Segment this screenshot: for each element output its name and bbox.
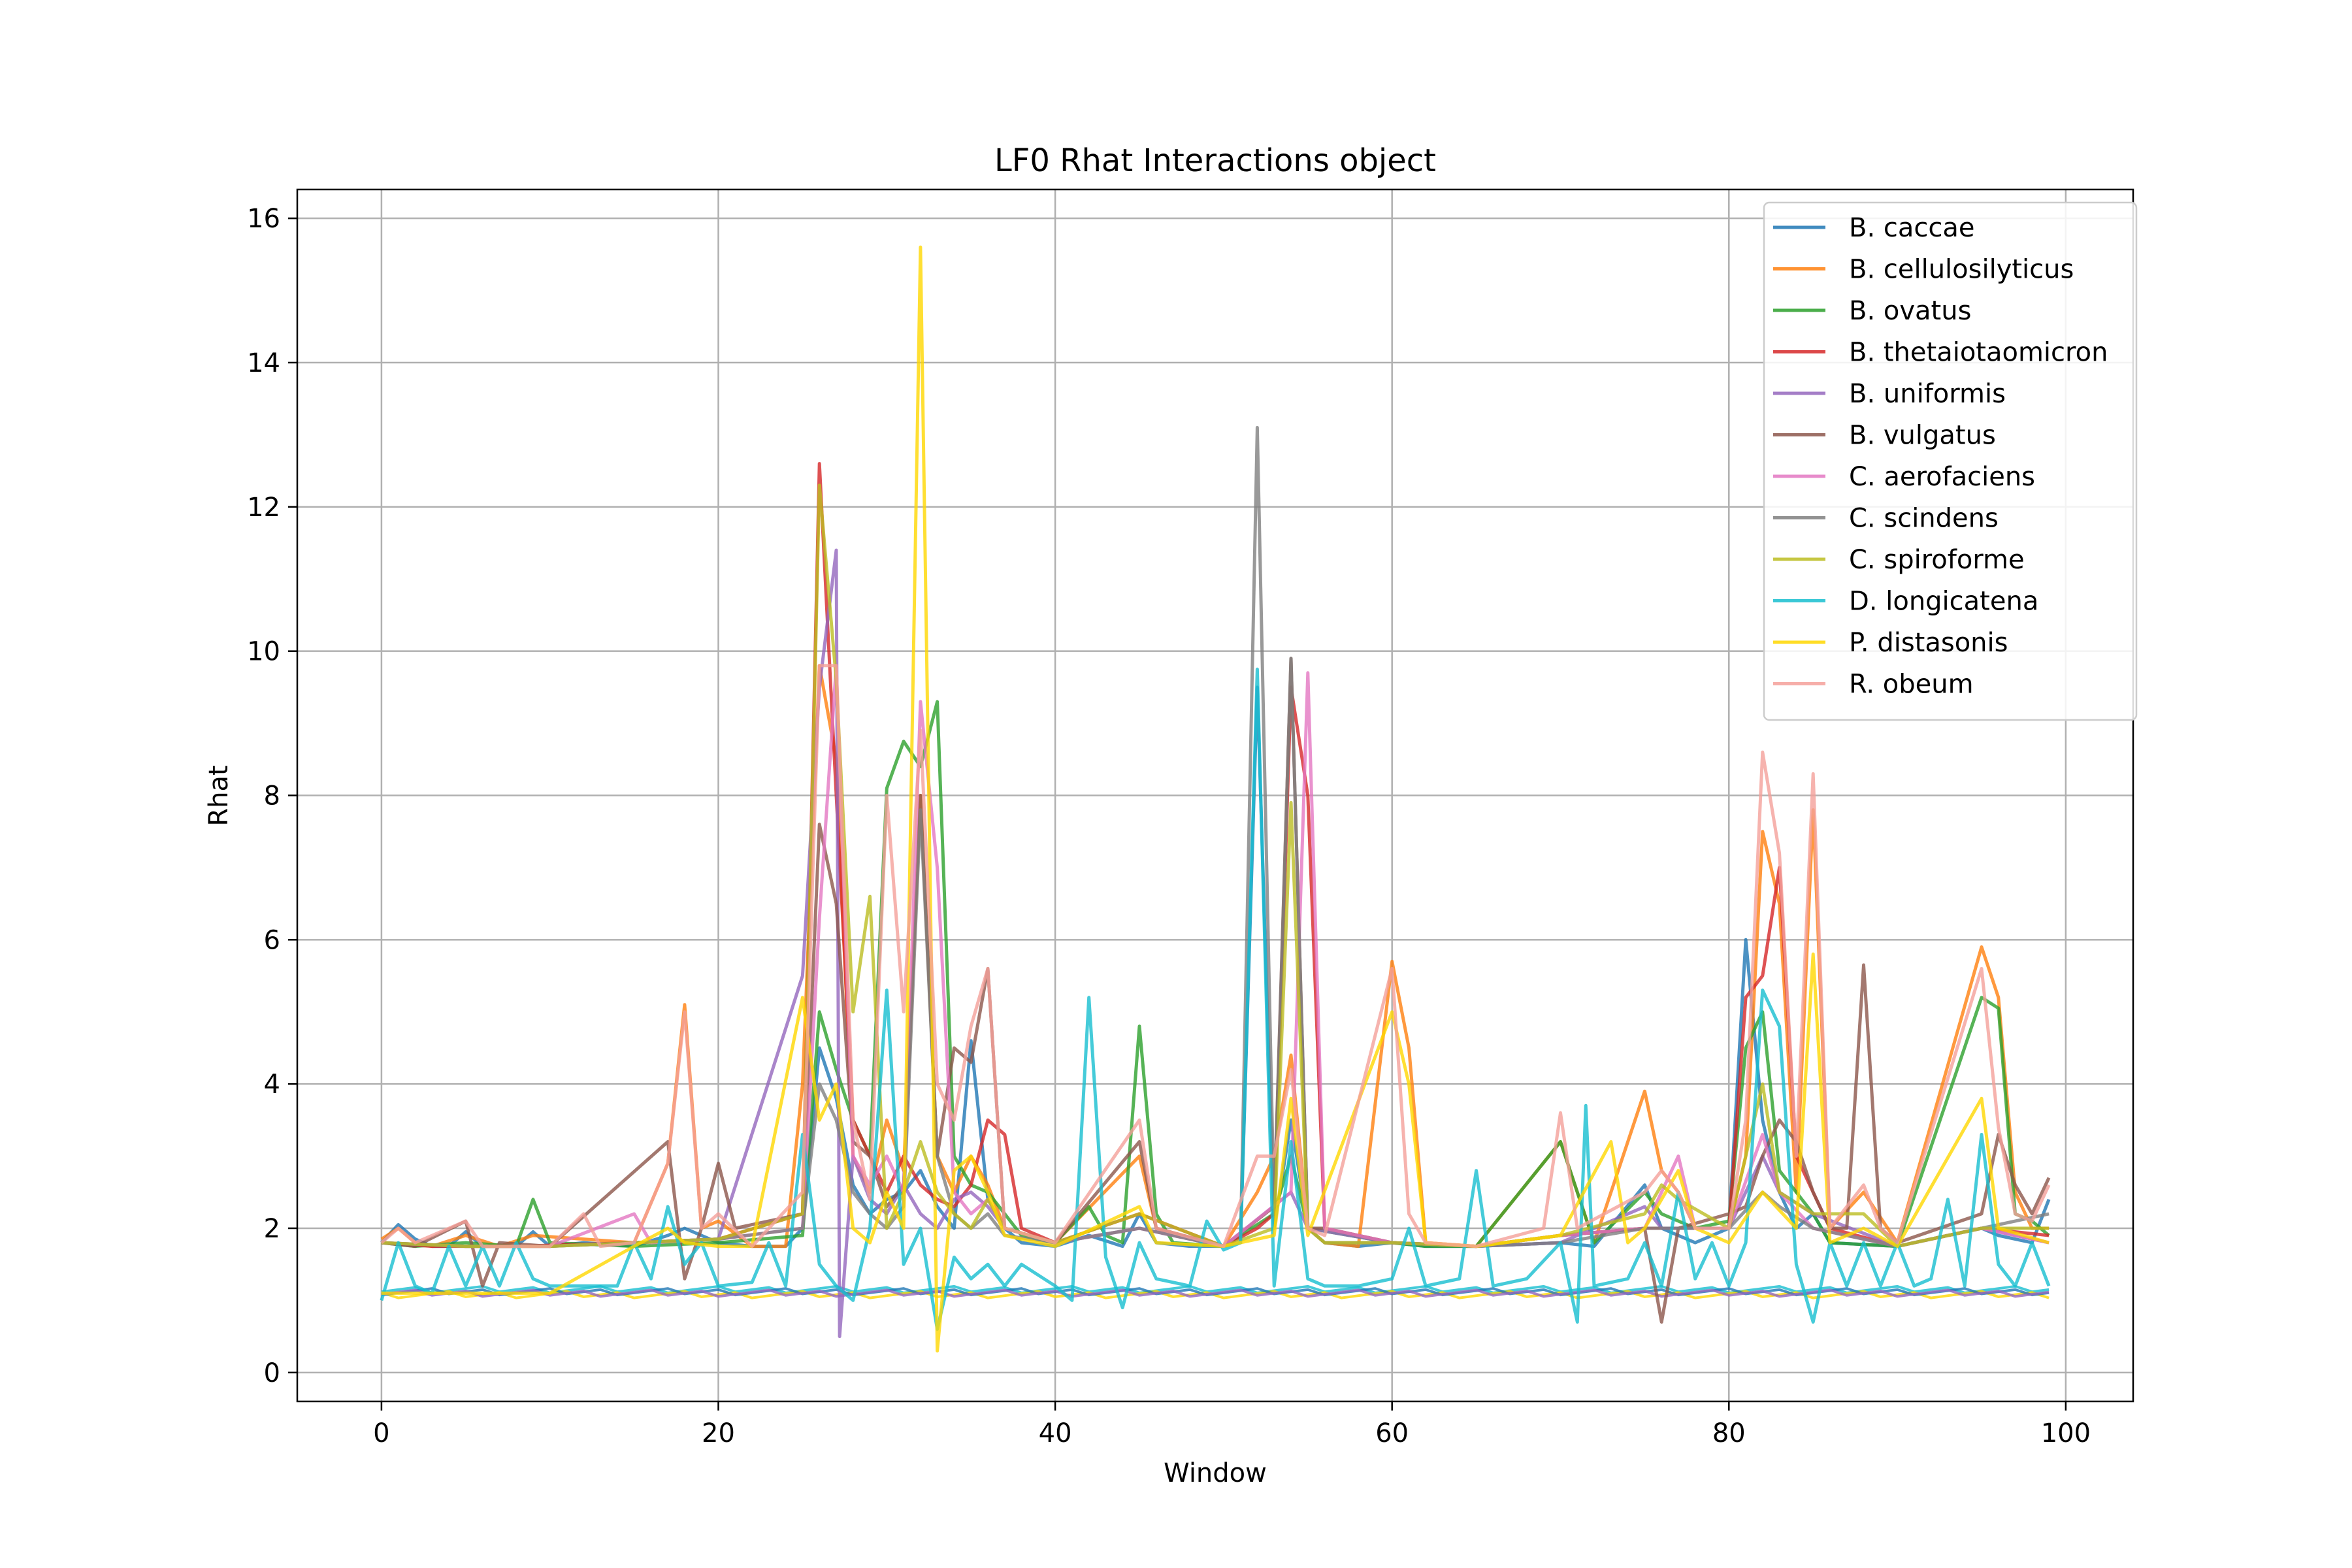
x-tick-label: 100 — [2041, 1418, 2091, 1448]
x-tick-label: 40 — [1039, 1418, 1072, 1448]
legend-entry: P. distasonis — [1849, 628, 2008, 658]
legend-entry: C. scindens — [1849, 504, 1999, 534]
x-tick-label: 80 — [1712, 1418, 1746, 1448]
legend-entry: C. spiroforme — [1849, 545, 2025, 575]
legend-entry: B. uniformis — [1849, 379, 2006, 409]
baseline-line — [381, 1288, 2050, 1298]
legend-entry: B. thetaiotaomicron — [1849, 338, 2108, 368]
series-line — [381, 483, 2050, 1249]
y-tick-label: 8 — [264, 781, 280, 811]
x-tick-label: 60 — [1375, 1418, 1409, 1448]
grid-lines — [297, 189, 2133, 1401]
legend-entry: B. caccae — [1849, 213, 1974, 243]
y-axis-label: Rhat — [204, 765, 234, 826]
plot-area — [380, 245, 2051, 1353]
x-tick-label: 20 — [702, 1418, 735, 1448]
legend-box — [1763, 201, 2138, 721]
axis-ticks: 0 20 40 60 80 100 0 2 4 6 8 10 12 14 16 — [247, 204, 2091, 1448]
legend-entry: B. vulgatus — [1849, 421, 1996, 451]
y-tick-label: 14 — [247, 348, 280, 378]
y-tick-label: 0 — [264, 1358, 280, 1388]
y-tick-label: 16 — [247, 204, 280, 234]
series-line — [380, 667, 2051, 1331]
legend-entry: B. cellulosilyticus — [1849, 255, 2074, 285]
x-axis-label: Window — [1164, 1458, 1267, 1488]
y-tick-label: 10 — [247, 637, 280, 667]
legend: B. caccae B. cellulosilyticus B. ovatus B. … — [1763, 201, 2138, 721]
series-line — [381, 700, 2050, 1249]
y-tick-label: 12 — [247, 493, 280, 523]
y-tick-label: 4 — [264, 1070, 280, 1100]
legend-entry: D. longicatena — [1849, 587, 2038, 617]
legend-entry: C. aerofaciens — [1849, 462, 2035, 492]
legend-entry: B. ovatus — [1849, 296, 1971, 326]
chart-title: LF0 Rhat Interactions object — [994, 142, 1436, 179]
series-line — [380, 664, 2051, 1249]
y-tick-label: 2 — [264, 1214, 280, 1244]
x-tick-label: 0 — [373, 1418, 389, 1448]
y-tick-label: 6 — [264, 925, 280, 955]
series-line — [381, 245, 2050, 1353]
legend-entry: R. obeum — [1849, 670, 1974, 700]
